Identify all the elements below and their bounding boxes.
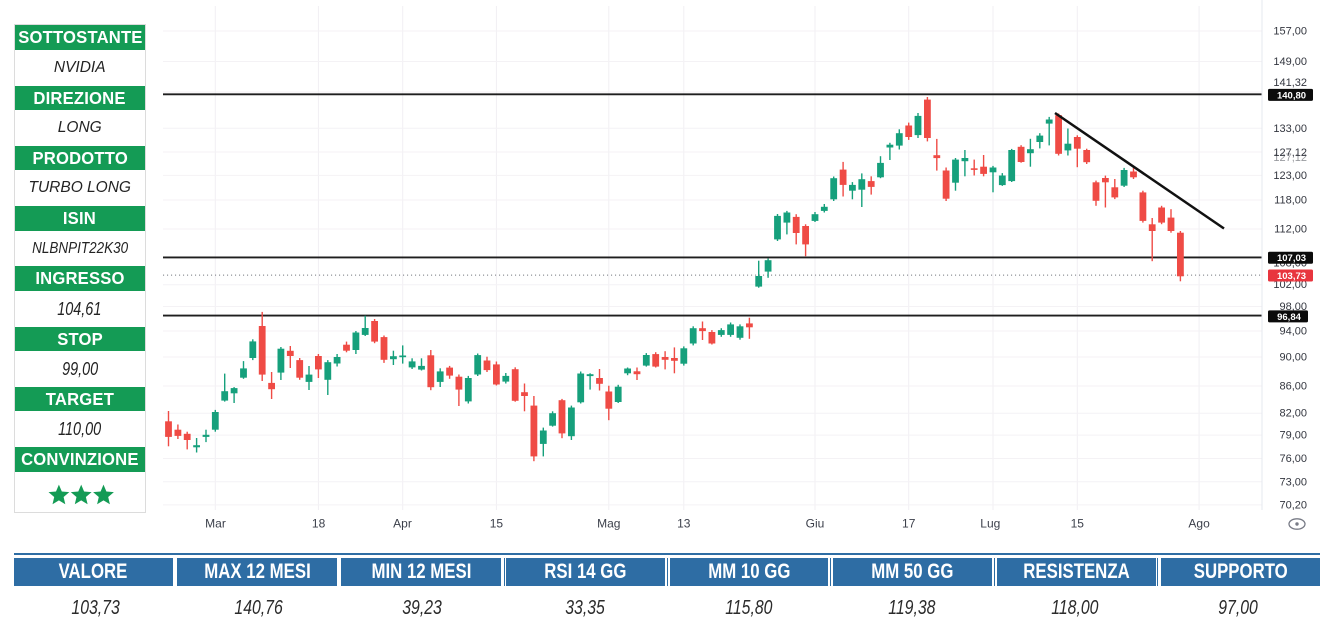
svg-text:98,00: 98,00 <box>1279 301 1307 313</box>
svg-text:118,00: 118,00 <box>1274 195 1307 207</box>
svg-text:79,00: 79,00 <box>1279 430 1307 442</box>
svg-text:Giu: Giu <box>806 517 825 531</box>
svg-text:70,20: 70,20 <box>1279 499 1307 511</box>
svg-text:94,00: 94,00 <box>1279 326 1307 338</box>
svg-text:Ago: Ago <box>1188 517 1210 531</box>
svg-text:Apr: Apr <box>393 517 412 531</box>
svg-text:107,03: 107,03 <box>1277 253 1306 264</box>
svg-text:15: 15 <box>1071 517 1085 531</box>
svg-text:76,00: 76,00 <box>1279 453 1307 465</box>
svg-text:96,84: 96,84 <box>1277 312 1301 323</box>
svg-text:15: 15 <box>490 517 504 531</box>
svg-text:123,00: 123,00 <box>1273 170 1307 182</box>
svg-text:73,00: 73,00 <box>1279 476 1307 488</box>
svg-text:133,00: 133,00 <box>1273 123 1307 135</box>
svg-text:Mar: Mar <box>205 517 226 531</box>
svg-text:140,80: 140,80 <box>1277 90 1306 101</box>
svg-text:157,00: 157,00 <box>1273 26 1307 38</box>
svg-text:Mag: Mag <box>597 517 620 531</box>
svg-text:103,73: 103,73 <box>1277 271 1306 282</box>
svg-text:17: 17 <box>902 517 916 531</box>
svg-text:149,00: 149,00 <box>1273 56 1307 68</box>
svg-text:112,00: 112,00 <box>1274 224 1307 236</box>
svg-text:127,12: 127,12 <box>1273 147 1307 159</box>
svg-text:86,00: 86,00 <box>1279 381 1307 393</box>
svg-text:13: 13 <box>677 517 691 531</box>
svg-text:Lug: Lug <box>980 517 1000 531</box>
svg-text:127,12: 127,12 <box>1273 152 1307 164</box>
svg-text:82,00: 82,00 <box>1279 408 1307 420</box>
svg-text:90,00: 90,00 <box>1279 352 1307 364</box>
svg-text:141,32: 141,32 <box>1273 77 1307 89</box>
svg-text:18: 18 <box>312 517 326 531</box>
svg-text:102,00: 102,00 <box>1273 279 1307 291</box>
